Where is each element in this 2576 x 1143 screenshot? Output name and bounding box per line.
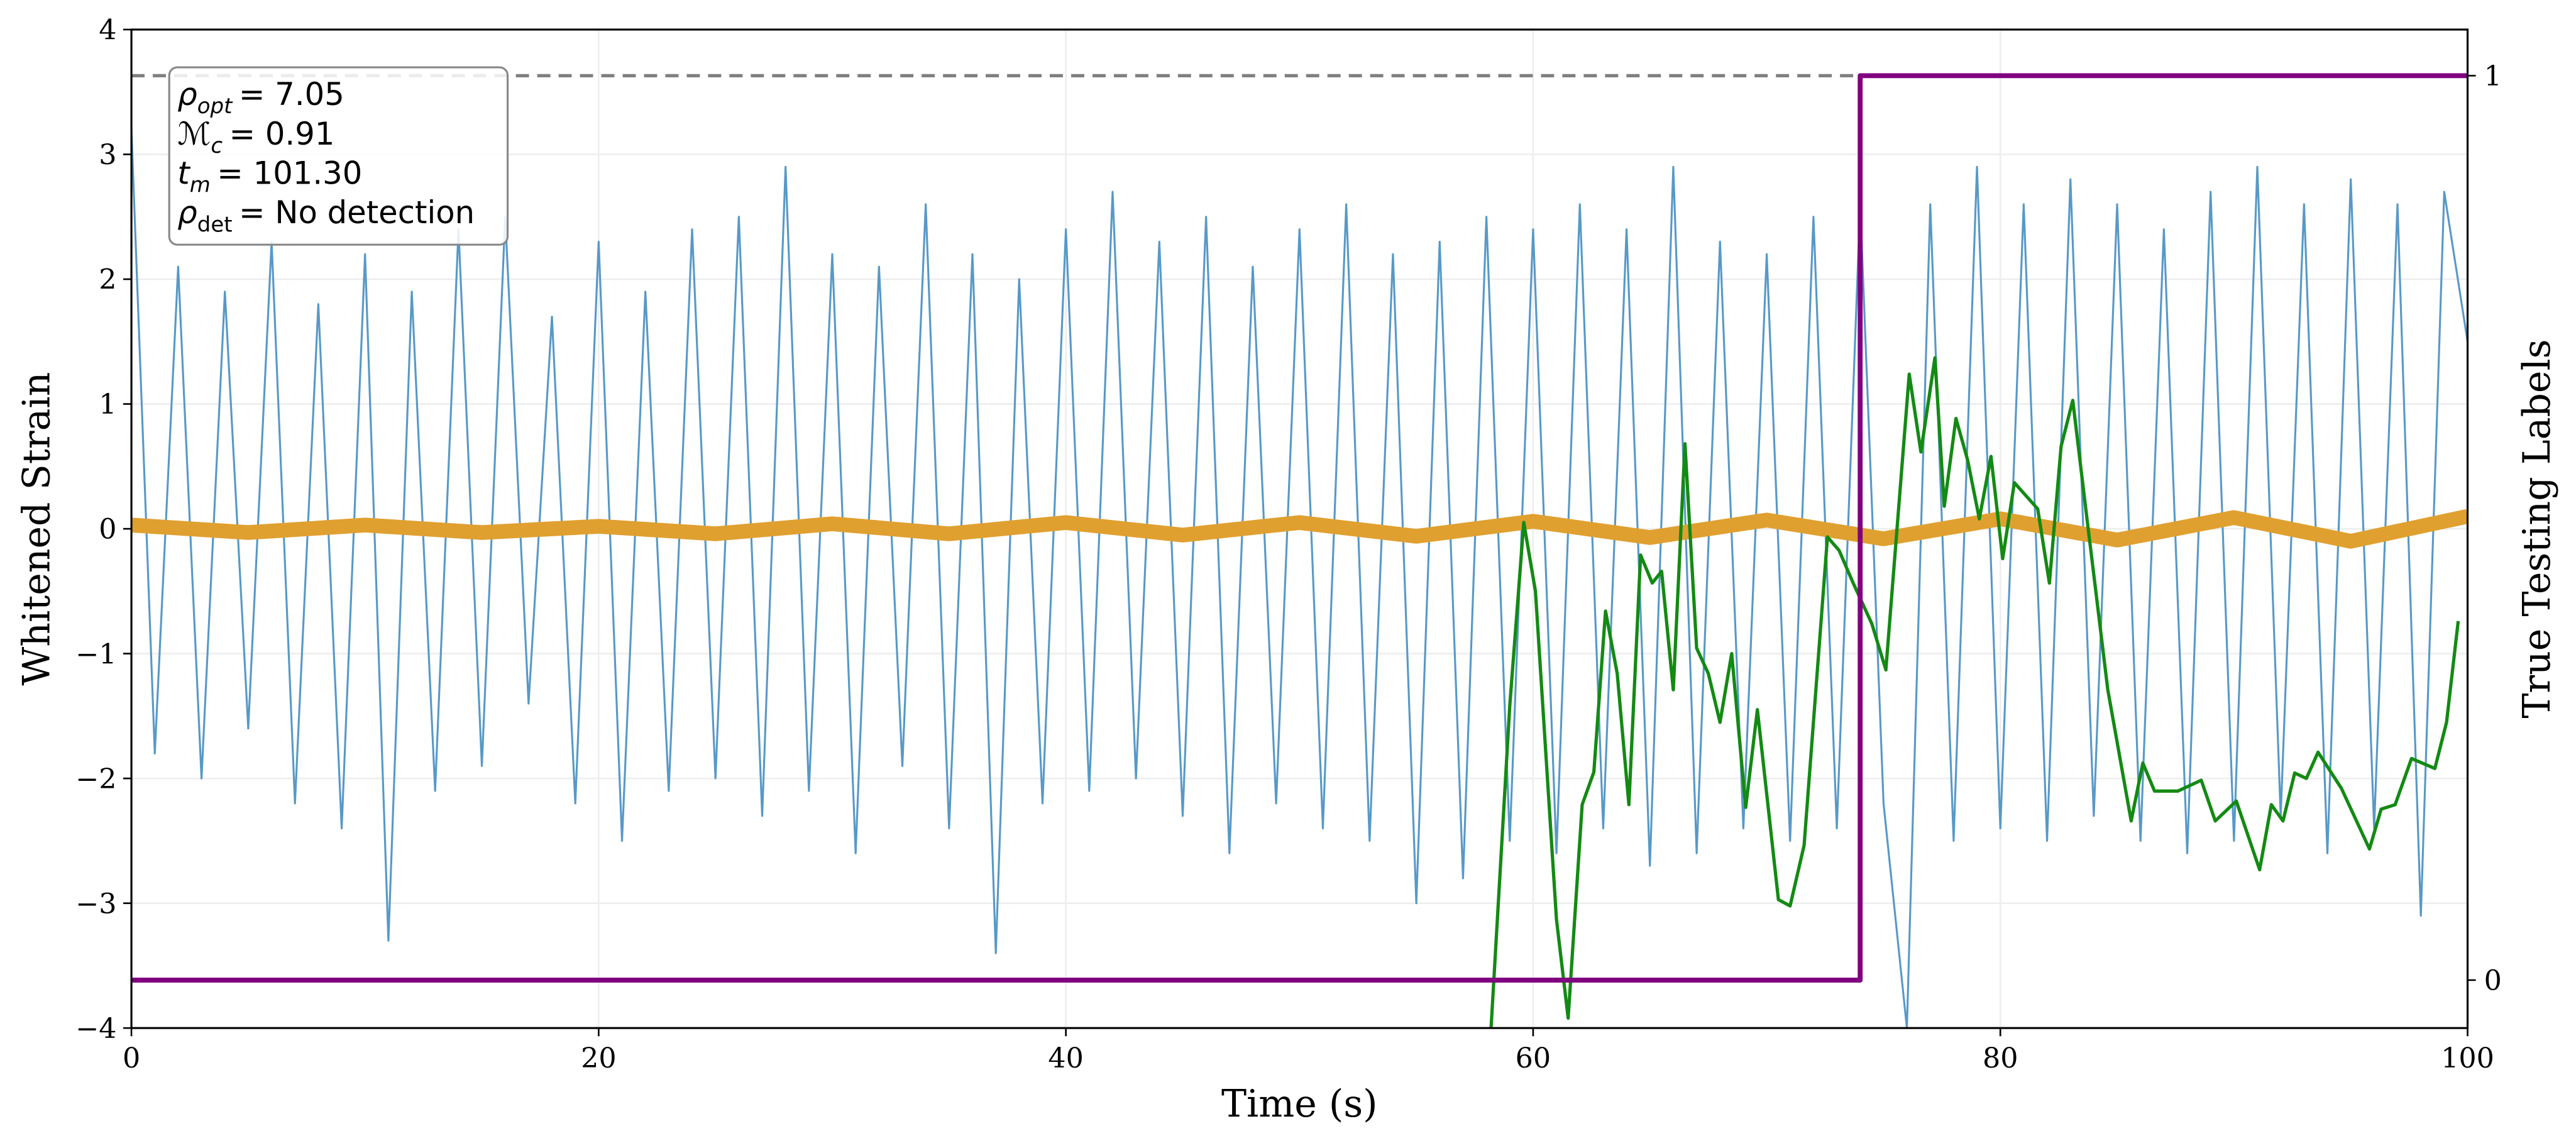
annotation-subscript: det: [197, 212, 233, 237]
y-tick-label: 4: [99, 14, 116, 47]
x-tick-label: 60: [1516, 1042, 1551, 1074]
annotation-symbol: ρ: [177, 194, 197, 231]
y2-axis-label: True Testing Labels: [2515, 340, 2559, 719]
annotation-text: = 0.91: [229, 116, 334, 152]
y2-tick-label: 0: [2484, 965, 2502, 997]
plot-area: [131, 73, 2468, 1029]
y2-tick-label: 1: [2484, 60, 2502, 92]
y-tick-label: −2: [75, 763, 116, 795]
data-line: [131, 73, 2468, 983]
data-line: [131, 509, 2468, 549]
annotation-text: = No detection: [239, 194, 475, 231]
annotation-subscript: m: [190, 173, 211, 198]
y-tick-label: −1: [75, 638, 116, 670]
y-tick-label: 0: [99, 514, 116, 546]
y-axis-label: Whitened Strain: [14, 372, 58, 686]
x-tick-label: 100: [2441, 1042, 2494, 1074]
y-tick-label: −3: [75, 888, 116, 920]
annotation-text: = 7.05: [239, 76, 344, 113]
annotation-text: = 101.30: [217, 155, 362, 192]
annotation-symbol: ρ: [177, 76, 197, 113]
y-tick-label: 1: [99, 389, 116, 421]
annotation-symbol: ℳ: [177, 116, 211, 152]
annotation-subscript: c: [211, 133, 223, 158]
annotation-box: [168, 66, 509, 246]
x-tick-label: 80: [1983, 1042, 2018, 1074]
x-tick-label: 0: [123, 1042, 140, 1074]
y-tick-label: −4: [75, 1013, 116, 1045]
annotation-line: tm = 101.30: [177, 155, 362, 198]
y-tick-label: 3: [99, 139, 116, 171]
annotation-subscript: opt: [197, 94, 233, 119]
data-line: [1489, 356, 2460, 1029]
annotation-line: ℳc = 0.91: [177, 116, 334, 158]
annotation-line: ρdet = No detection: [177, 194, 475, 237]
x-tick-label: 40: [1048, 1042, 1084, 1074]
annotation-line: ρopt = 7.05: [177, 76, 344, 119]
y-tick-label: 2: [99, 264, 116, 296]
data-line: [131, 129, 2468, 1029]
annotation-symbol: t: [177, 155, 190, 192]
x-axis-label: Time (s): [1221, 1082, 1378, 1126]
x-tick-label: 20: [581, 1042, 617, 1074]
